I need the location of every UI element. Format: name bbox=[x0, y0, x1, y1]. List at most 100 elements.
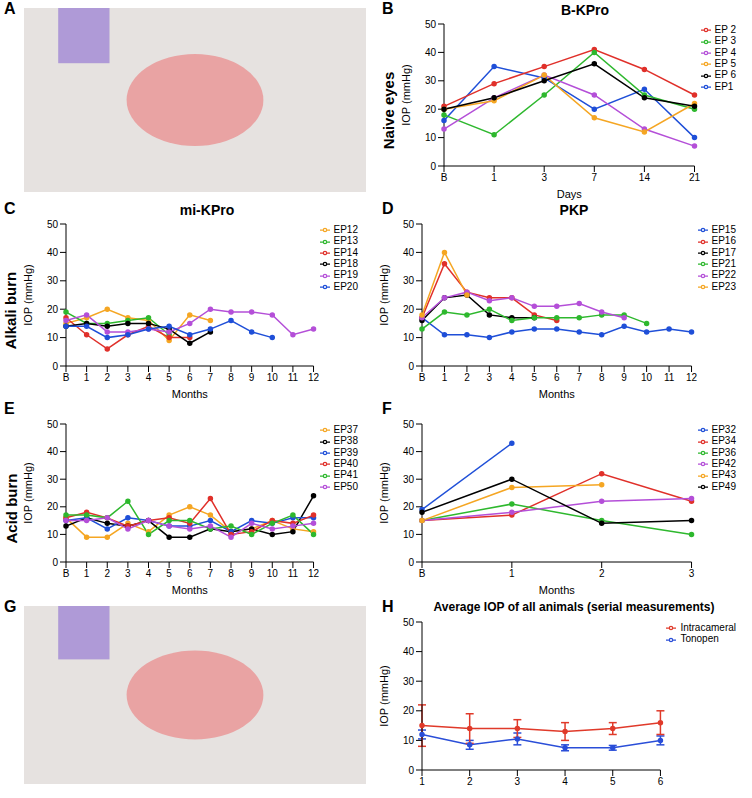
svg-text:6: 6 bbox=[554, 372, 560, 383]
svg-text:4: 4 bbox=[509, 372, 515, 383]
svg-text:40: 40 bbox=[47, 446, 59, 457]
svg-text:1: 1 bbox=[84, 372, 90, 383]
svg-text:2: 2 bbox=[104, 568, 110, 579]
svg-text:IOP (mmHg): IOP (mmHg) bbox=[22, 462, 34, 524]
svg-text:7: 7 bbox=[592, 172, 598, 183]
svg-text:40: 40 bbox=[403, 446, 415, 457]
svg-text:Months: Months bbox=[172, 584, 209, 596]
svg-text:B: B bbox=[441, 172, 448, 183]
svg-text:2: 2 bbox=[599, 568, 605, 579]
svg-text:12: 12 bbox=[308, 372, 320, 383]
svg-text:IOP (mmHg): IOP (mmHg) bbox=[400, 64, 412, 126]
svg-text:IOP (mmHg): IOP (mmHg) bbox=[378, 264, 390, 326]
svg-text:20: 20 bbox=[47, 501, 59, 512]
svg-text:10: 10 bbox=[267, 568, 279, 579]
svg-text:50: 50 bbox=[47, 220, 59, 230]
svg-text:5: 5 bbox=[166, 568, 172, 579]
svg-text:3: 3 bbox=[515, 776, 521, 787]
svg-text:0: 0 bbox=[52, 557, 58, 568]
svg-text:1: 1 bbox=[491, 172, 497, 183]
svg-text:4: 4 bbox=[146, 568, 152, 579]
svg-text:20: 20 bbox=[403, 304, 415, 315]
svg-text:30: 30 bbox=[403, 275, 415, 286]
svg-text:0: 0 bbox=[430, 161, 436, 172]
svg-text:30: 30 bbox=[47, 275, 59, 286]
svg-text:11: 11 bbox=[664, 372, 675, 383]
svg-text:50: 50 bbox=[403, 618, 415, 628]
svg-text:6: 6 bbox=[658, 776, 664, 787]
svg-text:2: 2 bbox=[467, 776, 473, 787]
svg-text:8: 8 bbox=[228, 568, 234, 579]
svg-text:11: 11 bbox=[288, 372, 299, 383]
svg-text:IOP (mmHg): IOP (mmHg) bbox=[378, 665, 390, 727]
svg-text:7: 7 bbox=[208, 568, 214, 579]
svg-text:10: 10 bbox=[47, 529, 59, 540]
svg-text:30: 30 bbox=[403, 676, 415, 687]
svg-text:4: 4 bbox=[146, 372, 152, 383]
svg-text:5: 5 bbox=[532, 372, 538, 383]
svg-text:40: 40 bbox=[425, 47, 437, 58]
svg-text:B: B bbox=[63, 372, 70, 383]
svg-text:IOP (mmHg): IOP (mmHg) bbox=[378, 462, 390, 524]
svg-text:IOP (mmHg): IOP (mmHg) bbox=[22, 264, 34, 326]
svg-text:B: B bbox=[419, 372, 426, 383]
svg-text:40: 40 bbox=[403, 646, 415, 657]
svg-text:3: 3 bbox=[689, 568, 695, 579]
svg-text:7: 7 bbox=[208, 372, 214, 383]
svg-text:Months: Months bbox=[172, 388, 209, 400]
svg-text:1: 1 bbox=[442, 372, 448, 383]
svg-text:3: 3 bbox=[125, 372, 131, 383]
svg-text:4: 4 bbox=[562, 776, 568, 787]
svg-text:10: 10 bbox=[403, 529, 415, 540]
svg-text:50: 50 bbox=[403, 420, 415, 430]
svg-text:12: 12 bbox=[308, 568, 320, 579]
svg-text:8: 8 bbox=[228, 372, 234, 383]
svg-text:40: 40 bbox=[403, 247, 415, 258]
svg-text:10: 10 bbox=[403, 735, 415, 746]
svg-text:10: 10 bbox=[425, 132, 437, 143]
svg-text:30: 30 bbox=[403, 474, 415, 485]
svg-text:50: 50 bbox=[403, 220, 415, 230]
svg-text:10: 10 bbox=[641, 372, 653, 383]
svg-text:50: 50 bbox=[47, 420, 59, 430]
svg-text:20: 20 bbox=[403, 705, 415, 716]
svg-text:9: 9 bbox=[249, 568, 255, 579]
svg-text:40: 40 bbox=[47, 247, 59, 258]
svg-text:11: 11 bbox=[288, 568, 299, 579]
svg-text:50: 50 bbox=[425, 20, 437, 30]
svg-text:B: B bbox=[419, 568, 426, 579]
svg-text:14: 14 bbox=[639, 172, 651, 183]
svg-text:3: 3 bbox=[487, 372, 493, 383]
svg-text:3: 3 bbox=[125, 568, 131, 579]
svg-text:12: 12 bbox=[686, 372, 698, 383]
svg-text:2: 2 bbox=[104, 372, 110, 383]
svg-text:21: 21 bbox=[689, 172, 701, 183]
svg-text:3: 3 bbox=[541, 172, 547, 183]
svg-text:5: 5 bbox=[610, 776, 616, 787]
svg-text:Days: Days bbox=[557, 188, 583, 200]
svg-text:0: 0 bbox=[408, 361, 414, 372]
svg-text:B: B bbox=[63, 568, 70, 579]
svg-text:0: 0 bbox=[408, 765, 414, 776]
svg-text:1: 1 bbox=[419, 776, 425, 787]
svg-text:10: 10 bbox=[47, 332, 59, 343]
svg-text:Months: Months bbox=[539, 584, 576, 596]
svg-text:1: 1 bbox=[509, 568, 515, 579]
svg-text:0: 0 bbox=[52, 361, 58, 372]
svg-text:20: 20 bbox=[47, 304, 59, 315]
svg-text:20: 20 bbox=[403, 501, 415, 512]
svg-text:10: 10 bbox=[403, 332, 415, 343]
svg-text:9: 9 bbox=[249, 372, 255, 383]
svg-text:30: 30 bbox=[425, 75, 437, 86]
svg-text:9: 9 bbox=[621, 372, 627, 383]
svg-text:20: 20 bbox=[425, 104, 437, 115]
svg-text:7: 7 bbox=[576, 372, 582, 383]
svg-text:6: 6 bbox=[187, 372, 193, 383]
svg-text:30: 30 bbox=[47, 474, 59, 485]
svg-text:10: 10 bbox=[267, 372, 279, 383]
svg-text:0: 0 bbox=[408, 557, 414, 568]
svg-text:1: 1 bbox=[84, 568, 90, 579]
svg-text:5: 5 bbox=[166, 372, 172, 383]
svg-text:Months: Months bbox=[539, 388, 576, 400]
svg-text:8: 8 bbox=[599, 372, 605, 383]
